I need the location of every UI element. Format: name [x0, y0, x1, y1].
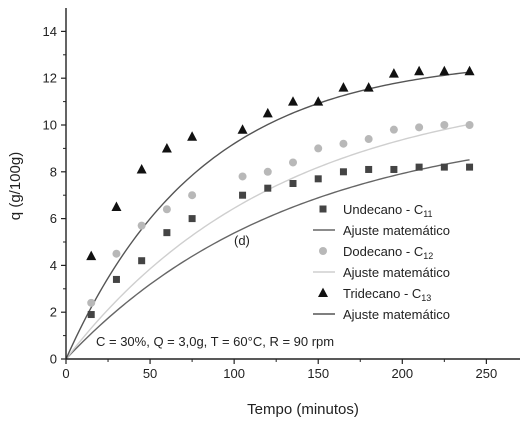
- x-tick-label: 0: [62, 366, 69, 381]
- data-point-series-1: [415, 163, 423, 171]
- data-point-series-3: [464, 65, 475, 76]
- x-tick-label: 250: [476, 366, 498, 381]
- data-point-series-1: [339, 168, 347, 176]
- y-axis-title: q (g/100g): [7, 152, 24, 220]
- data-point-series-1: [365, 165, 373, 173]
- data-point-series-2: [238, 172, 247, 181]
- data-point-series-3: [313, 96, 324, 106]
- x-tick-label: 50: [143, 366, 157, 381]
- data-point-series-2: [289, 158, 297, 167]
- y-tick-label: 12: [43, 71, 57, 86]
- panel-label: (d): [234, 233, 250, 248]
- data-point-series-1: [239, 191, 247, 199]
- data-point-series-3: [439, 65, 450, 76]
- data-point-series-3: [363, 82, 374, 92]
- data-point-series-1: [390, 165, 398, 173]
- data-point-series-1: [87, 311, 95, 319]
- data-point-series-3: [111, 201, 122, 211]
- data-point-series-1: [466, 163, 474, 171]
- y-tick-label: 4: [50, 258, 57, 273]
- data-point-series-3: [262, 107, 273, 118]
- data-point-series-2: [314, 144, 323, 153]
- data-point-series-3: [237, 124, 248, 134]
- data-point-series-2: [465, 121, 474, 129]
- legend-label-1: Undecano - C11: [343, 202, 433, 219]
- x-axis-title: Tempo (minutos): [247, 401, 359, 418]
- data-point-series-1: [440, 163, 448, 171]
- x-tick-label: 200: [391, 366, 413, 381]
- legend: Undecano - C11 Ajuste matemático Dodecano …: [313, 202, 450, 322]
- y-tick-label: 0: [50, 352, 57, 367]
- y-tick-label: 6: [50, 211, 57, 226]
- x-tick-label: 150: [307, 366, 329, 381]
- legend-marker-2: [319, 247, 327, 255]
- x-tick-label: 100: [223, 366, 245, 381]
- data-point-series-2: [263, 167, 272, 176]
- legend-fit-label-1: Ajuste matemático: [343, 223, 450, 238]
- data-point-series-1: [138, 257, 146, 265]
- data-point-series-1: [188, 215, 196, 223]
- conditions-annotation: C = 30%, Q = 3,0g, T = 60°C, R = 90 rpm: [96, 334, 334, 349]
- data-point-series-2: [339, 139, 348, 148]
- data-point-series-3: [161, 143, 172, 153]
- data-point-series-2: [440, 121, 449, 129]
- data-point-series-1: [314, 175, 322, 183]
- data-point-series-2: [112, 249, 121, 258]
- data-point-series-2: [364, 135, 373, 144]
- data-point-series-3: [136, 164, 147, 174]
- data-point-series-3: [338, 82, 349, 92]
- data-point-series-2: [162, 205, 171, 214]
- y-tick-label: 14: [43, 24, 57, 39]
- legend-marker-1: [319, 205, 327, 213]
- y-tick-label: 2: [50, 305, 57, 320]
- legend-fit-label-2: Ajuste matemático: [343, 265, 450, 280]
- legend-label-2: Dodecano - C12: [343, 244, 433, 261]
- y-tick-label: 10: [43, 118, 57, 133]
- data-point-series-2: [389, 125, 398, 134]
- data-point-series-2: [137, 221, 146, 230]
- fit-curve-1: [65, 159, 470, 360]
- fit-curve-2: [65, 123, 470, 360]
- legend-marker-3: [318, 287, 328, 298]
- data-point-series-3: [288, 96, 298, 106]
- data-point-series-2: [415, 123, 424, 132]
- data-points: [86, 65, 475, 319]
- data-point-series-2: [188, 191, 197, 200]
- axes: 0 50 100 150 200 250 0 2 4 6 8 10 12 14: [43, 8, 520, 381]
- data-point-series-3: [187, 131, 198, 141]
- data-point-series-3: [414, 65, 425, 76]
- data-point-series-1: [289, 180, 297, 187]
- data-point-series-1: [112, 275, 120, 283]
- data-point-series-3: [86, 250, 97, 261]
- data-point-series-3: [388, 68, 399, 78]
- data-point-series-1: [264, 184, 272, 192]
- y-tick-label: 8: [50, 164, 57, 179]
- data-point-series-2: [87, 298, 96, 307]
- legend-label-3: Tridecano - C13: [343, 286, 431, 303]
- legend-fit-label-3: Ajuste matemático: [343, 307, 450, 322]
- fit-curve-3: [65, 71, 470, 360]
- data-point-series-1: [163, 229, 171, 237]
